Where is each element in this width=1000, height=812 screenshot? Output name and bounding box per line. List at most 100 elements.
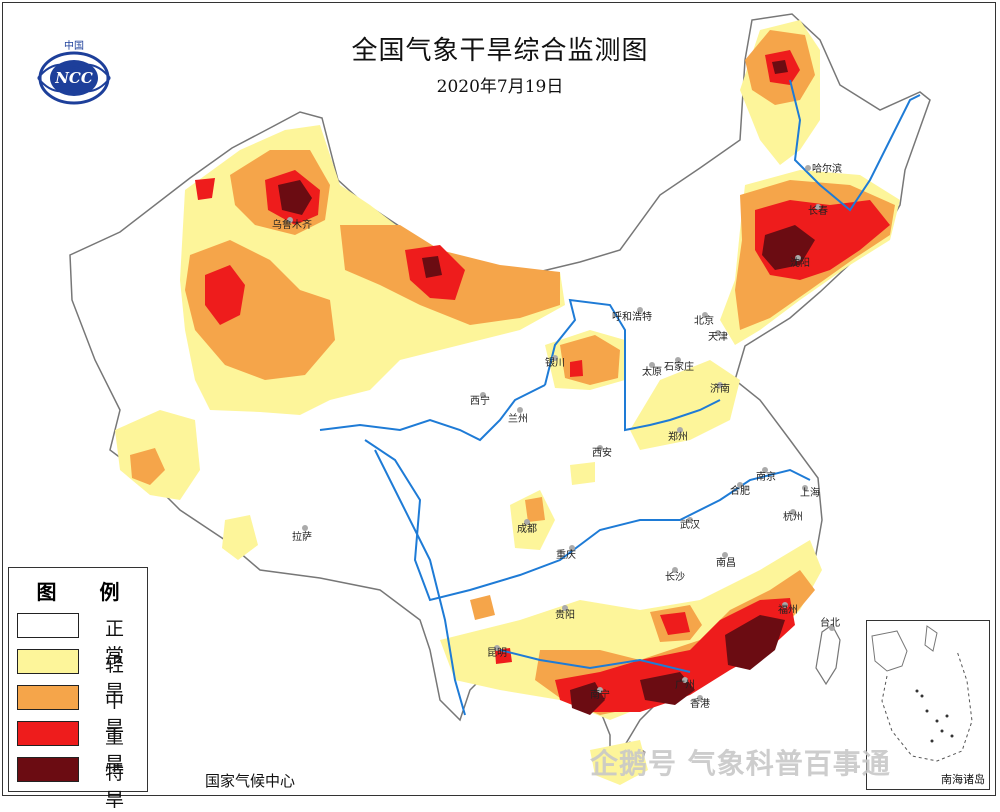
city-label-fuzhou: 福州 [778,603,798,616]
city-label-taiyuan: 太原 [642,365,662,378]
songhua-river [789,79,921,212]
legend-label-light: 轻旱 [105,654,125,703]
city-guangzhou: 广州 [675,677,695,691]
inset-map [871,625,973,762]
logo-text: NCC [54,69,93,87]
lancang-river [374,449,466,716]
logo-top-text: 中国 [64,39,84,52]
city-hohhot: 呼和浩特 [612,307,652,323]
city-label-shanghai: 上海 [800,486,820,499]
legend-swatch-severe [17,721,79,746]
city-label-nanning: 南宁 [590,688,610,701]
city-fuzhou: 福州 [778,602,798,616]
legend-item-normal: 正常 [17,613,142,667]
city-beijing: 北京 [694,312,714,327]
city-urumqi: 乌鲁木齐 [272,217,312,231]
city-chengdu: 成都 [517,519,537,535]
city-nanchang: 南昌 [716,552,736,569]
map-frame [2,2,996,796]
city-label-nanjing: 南京 [756,470,776,483]
city-label-lhasa: 拉萨 [292,530,312,543]
city-guiyang: 贵阳 [555,605,575,621]
legend-label-severe: 重旱 [105,726,125,775]
map-date: 2020年7月19日 [436,77,564,97]
legend-item-extreme: 特旱 [17,757,142,811]
city-label-tianjin: 天津 [708,331,728,343]
city-xian: 西安 [592,445,612,459]
city-changchun: 长春 [808,204,828,217]
city-nanning: 南宁 [590,687,610,701]
legend-swatch-moderate [17,685,79,710]
city-label-xian: 西安 [592,446,612,459]
city-label-harbin: 哈尔滨 [812,162,842,175]
legend-item-moderate: 中旱 [17,685,142,739]
city-hongkong: 香港 [690,695,710,710]
city-jinan: 济南 [710,382,730,395]
legend-title: 图 例 [36,580,138,604]
city-label-zhengzhou: 郑州 [668,430,688,443]
extreme-drought-areas [278,60,815,715]
city-tianjin: 天津 [708,330,728,343]
city-nanjing: 南京 [756,467,776,483]
legend-item-severe: 重旱 [17,721,142,775]
city-label-wuhan: 武汉 [680,518,700,531]
city-shijiazhuang: 石家庄 [664,357,694,373]
city-markers: 哈尔滨 长春 沈阳 乌鲁木齐 呼和浩特 北京 天津 石家庄 太原 济南 银川 西… [272,162,842,710]
legend-item-light: 轻旱 [17,649,142,703]
city-changsha: 长沙 [665,567,685,583]
city-chongqing: 重庆 [556,545,576,561]
ncc-logo: NCC 中国 [24,38,124,108]
city-label-yinchuan: 银川 [545,356,565,369]
pearl-river [499,649,691,673]
city-label-xining: 西宁 [470,394,490,407]
city-label-hefei: 合肥 [730,484,750,497]
city-hefei: 合肥 [730,482,750,497]
city-yinchuan: 银川 [545,355,565,369]
city-label-kunming: 昆明 [487,647,507,659]
city-label-chengdu: 成都 [517,523,537,535]
city-label-beijing: 北京 [694,314,714,327]
city-label-shijiazhuang: 石家庄 [664,360,694,373]
watermark-text: 企鹅号 气象科普百事通 [590,747,891,780]
city-taibei: 台北 [820,616,840,631]
city-label-urumqi: 乌鲁木齐 [272,218,312,231]
city-label-nanchang: 南昌 [716,556,736,569]
legend-swatch-light [17,649,79,674]
legend-label-extreme: 特旱 [105,762,125,811]
inset-label: 南海诸岛 [941,773,985,786]
legend-label-moderate: 中旱 [105,690,125,739]
city-label-hongkong: 香港 [690,698,710,710]
map-title: 全国气象干旱综合监测图 [351,36,649,66]
city-lanzhou: 兰州 [508,407,528,425]
city-label-shenyang: 沈阳 [790,256,810,269]
city-zhengzhou: 郑州 [668,427,688,443]
city-harbin: 哈尔滨 [805,162,842,175]
city-lhasa: 拉萨 [292,525,312,543]
city-label-jinan: 济南 [710,382,730,395]
legend-label-normal: 正常 [105,618,125,667]
city-label-hangzhou: 杭州 [783,510,803,523]
city-label-taibei: 台北 [820,616,840,629]
city-label-hohhot: 呼和浩特 [612,311,652,323]
city-label-changchun: 长春 [808,205,828,217]
legend-swatch-normal [17,613,79,638]
city-xining: 西宁 [470,392,490,407]
south-china-sea-inset: 南海诸岛 [866,620,990,790]
city-label-lanzhou: 兰州 [508,412,528,425]
city-wuhan: 武汉 [680,517,700,531]
city-hangzhou: 杭州 [783,509,803,523]
map-legend: 图 例 正常 轻旱 中旱 重旱 特旱 [8,567,148,811]
city-label-guiyang: 贵阳 [555,608,575,621]
city-shenyang: 沈阳 [790,255,810,269]
yellow-river [319,298,721,442]
rivers [319,79,921,716]
taiwan-outline [815,624,841,686]
city-label-guangzhou: 广州 [675,679,695,691]
city-kunming: 昆明 [487,645,507,659]
city-label-chongqing: 重庆 [556,548,576,561]
legend-swatch-extreme [17,757,79,782]
city-label-changsha: 长沙 [665,571,685,583]
city-taiyuan: 太原 [642,362,662,378]
city-shanghai: 上海 [800,485,820,499]
